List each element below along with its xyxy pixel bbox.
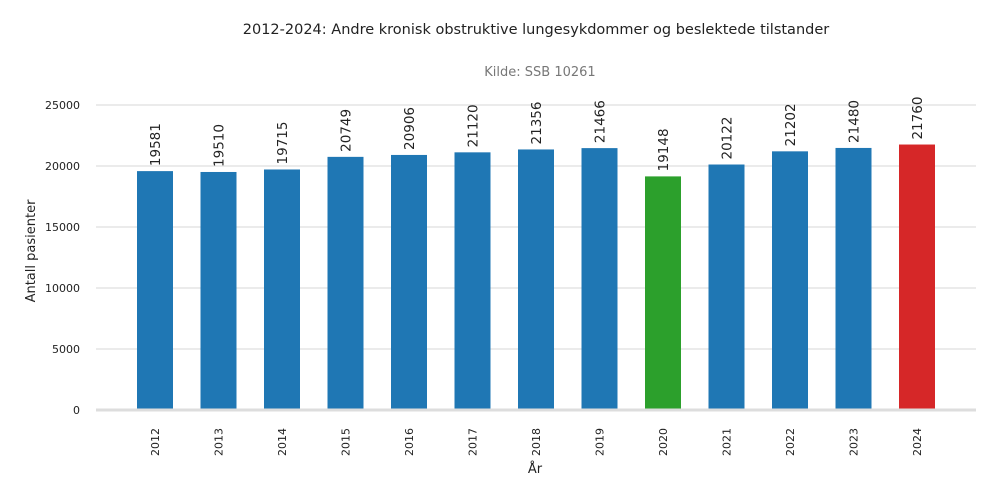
- x-tick-label: 2014: [276, 428, 289, 456]
- data-label-2016: 20906: [402, 107, 418, 150]
- data-label-2020: 19148: [656, 128, 672, 171]
- bar-2024: [899, 144, 935, 410]
- x-tick-label: 2021: [721, 428, 734, 456]
- data-label-2021: 20122: [720, 117, 736, 160]
- y-tick-label: 20000: [45, 160, 80, 173]
- y-tick-label: 0: [73, 404, 80, 417]
- data-label-2017: 21120: [466, 104, 482, 147]
- data-label-2014: 19715: [275, 122, 291, 165]
- y-tick-label: 15000: [45, 221, 80, 234]
- data-label-2013: 19510: [212, 124, 228, 167]
- x-tick-label: 2012: [149, 428, 162, 456]
- x-tick-label: 2022: [784, 428, 797, 456]
- x-tick-label: 2015: [340, 428, 353, 456]
- data-label-2018: 21356: [529, 102, 545, 145]
- bar-2015: [327, 156, 364, 410]
- x-tick-label: 2017: [467, 428, 480, 456]
- x-tick-label: 2016: [403, 428, 416, 456]
- data-label-2019: 21466: [593, 100, 609, 143]
- y-tick-label: 10000: [45, 282, 80, 295]
- chart-subtitle: Kilde: SSB 10261: [484, 65, 596, 80]
- x-tick-label: 2023: [848, 428, 861, 456]
- y-tick-label: 5000: [52, 343, 80, 356]
- bar-2022: [772, 151, 808, 410]
- bar-2020: [645, 176, 681, 410]
- data-label-2022: 21202: [783, 103, 799, 146]
- x-axis-label: År: [528, 461, 543, 477]
- bar-2013: [200, 171, 237, 410]
- bar-2017: [454, 152, 491, 410]
- y-tick-label: 25000: [45, 99, 80, 112]
- bar-2019: [581, 148, 618, 410]
- bar-2021: [708, 164, 745, 410]
- bar-2016: [391, 154, 427, 410]
- chart-title: 2012-2024: Andre kronisk obstruktive lun…: [242, 22, 830, 38]
- x-tick-label: 2020: [657, 428, 670, 456]
- data-label-2012: 19581: [148, 123, 164, 166]
- y-axis-label: Antall pasienter: [24, 199, 39, 302]
- data-label-2015: 20749: [339, 109, 355, 152]
- data-label-2024: 21760: [910, 97, 926, 140]
- x-tick-label: 2018: [530, 428, 543, 456]
- x-tick-label: 2024: [911, 428, 924, 456]
- bar-2018: [518, 149, 554, 411]
- bar-2012: [137, 171, 173, 410]
- x-tick-label: 2013: [213, 428, 226, 456]
- data-label-2023: 21480: [847, 100, 863, 143]
- bar-2014: [264, 169, 300, 410]
- bar-2023: [835, 147, 872, 410]
- x-tick-label: 2019: [594, 428, 607, 456]
